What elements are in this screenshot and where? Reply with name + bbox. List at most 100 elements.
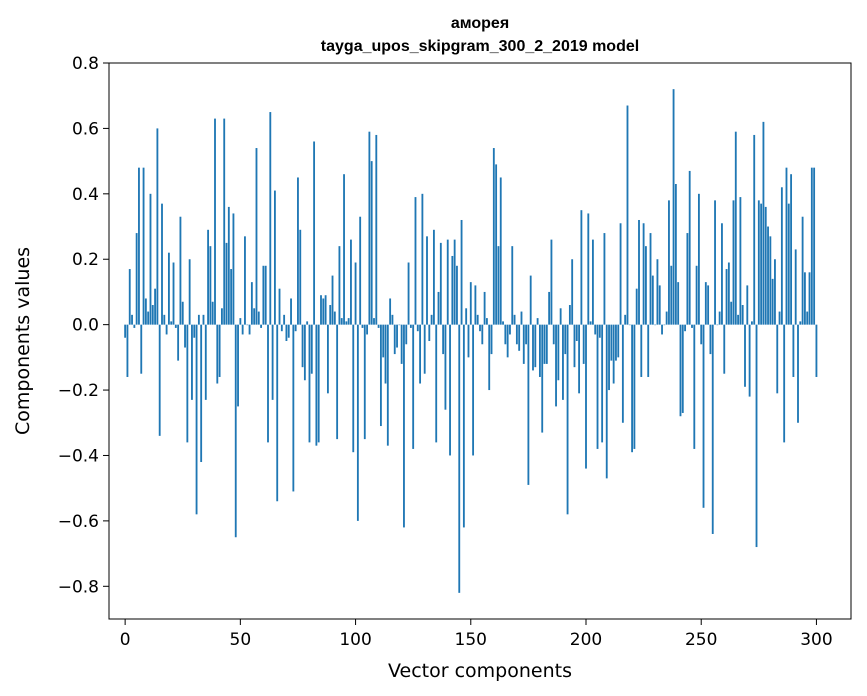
- bar-43: [223, 118, 226, 325]
- bar-131: [426, 236, 428, 325]
- y-axis-ticks: 0.8 0.6 0.4 0.2 0.0 −0.2 −0.4 −0.6 −0.8: [58, 54, 109, 597]
- bar-167: [509, 324, 511, 335]
- bar-72: [290, 298, 292, 325]
- bar-133: [430, 314, 433, 325]
- bar-229: [651, 275, 654, 325]
- bar-102: [359, 216, 362, 325]
- bar-108: [373, 318, 375, 325]
- bar-231: [656, 259, 659, 325]
- bar-259: [721, 223, 723, 325]
- bar-198: [580, 210, 583, 325]
- bar-247: [693, 324, 696, 449]
- bar-56: [253, 308, 256, 325]
- bar-218: [626, 105, 629, 325]
- bar-105: [366, 324, 369, 335]
- bar-199: [582, 324, 585, 364]
- bar-63: [269, 112, 272, 325]
- y-tick-label: −0.4: [58, 446, 99, 466]
- bar-46: [230, 269, 233, 325]
- bar-22: [174, 324, 177, 328]
- bar-68: [280, 324, 283, 332]
- bar-173: [522, 324, 525, 364]
- bar-60: [262, 265, 265, 325]
- bar-184: [548, 291, 551, 325]
- bar-208: [603, 233, 606, 325]
- bar-187: [555, 324, 557, 407]
- bar-278: [764, 206, 767, 325]
- bar-255: [711, 324, 714, 534]
- bar-31: [195, 324, 198, 515]
- bar-13: [154, 288, 157, 325]
- bar-101: [356, 324, 359, 521]
- bar-226: [644, 246, 647, 325]
- bar-181: [541, 324, 544, 433]
- bar-291: [794, 249, 797, 325]
- bar-169: [513, 314, 516, 325]
- bar-136: [437, 291, 440, 325]
- bar-232: [658, 285, 661, 325]
- bar-18: [165, 324, 168, 335]
- bar-2: [128, 269, 131, 325]
- bar-272: [750, 321, 753, 325]
- bar-65: [273, 190, 276, 325]
- bar-88: [326, 324, 329, 394]
- bar-250: [700, 324, 703, 345]
- bar-158: [488, 324, 491, 391]
- bar-261: [725, 269, 728, 325]
- bar-20: [170, 321, 173, 325]
- bar-192: [566, 324, 569, 515]
- bar-283: [776, 324, 779, 394]
- bar-168: [511, 246, 514, 325]
- bar-37: [209, 246, 212, 325]
- bar-240: [677, 282, 680, 325]
- bar-24: [179, 216, 182, 325]
- bar-282: [774, 259, 776, 325]
- bar-239: [674, 184, 677, 325]
- bar-38: [211, 301, 214, 325]
- bar-71: [287, 324, 290, 338]
- bar-189: [559, 308, 562, 325]
- bar-293: [799, 321, 802, 325]
- bar-216: [621, 324, 624, 423]
- bar-26: [184, 324, 186, 348]
- bar-228: [649, 233, 652, 325]
- bar-55: [250, 282, 253, 325]
- bar-137: [439, 242, 442, 325]
- bar-300: [815, 324, 818, 377]
- bar-160: [492, 148, 495, 325]
- bar-115: [389, 298, 392, 325]
- bar-98: [350, 239, 352, 325]
- bar-27: [186, 324, 189, 443]
- bar-67: [278, 288, 281, 325]
- x-tick-label: 250: [685, 630, 717, 650]
- bar-135: [435, 324, 438, 443]
- bar-126: [414, 197, 417, 325]
- bar-285: [780, 187, 783, 325]
- bar-113: [384, 324, 387, 384]
- bar-212: [612, 324, 615, 384]
- bar-269: [744, 324, 746, 387]
- bar-149: [467, 324, 470, 358]
- bar-59: [260, 324, 263, 328]
- bar-292: [797, 324, 799, 423]
- bar-130: [423, 324, 426, 374]
- bar-92: [336, 324, 339, 440]
- bar-44: [225, 242, 228, 325]
- chart-title-line-2: tayga_upos_skipgram_300_2_2019 model: [321, 38, 639, 55]
- bar-123: [407, 262, 410, 325]
- bar-134: [432, 229, 435, 325]
- y-tick-label: 0.8: [72, 54, 99, 74]
- bar-276: [760, 203, 763, 325]
- bar-49: [237, 324, 239, 407]
- bar-36: [207, 229, 210, 325]
- y-tick-label: −0.2: [58, 381, 99, 401]
- bar-33: [200, 324, 203, 463]
- bar-114: [386, 324, 389, 446]
- x-axis-ticks: 0 50 100 150 200 250 300: [120, 619, 833, 650]
- bar-215: [619, 223, 622, 325]
- bar-237: [670, 265, 673, 325]
- bar-100: [354, 262, 357, 325]
- bar-284: [778, 311, 781, 325]
- bar-11: [149, 193, 152, 325]
